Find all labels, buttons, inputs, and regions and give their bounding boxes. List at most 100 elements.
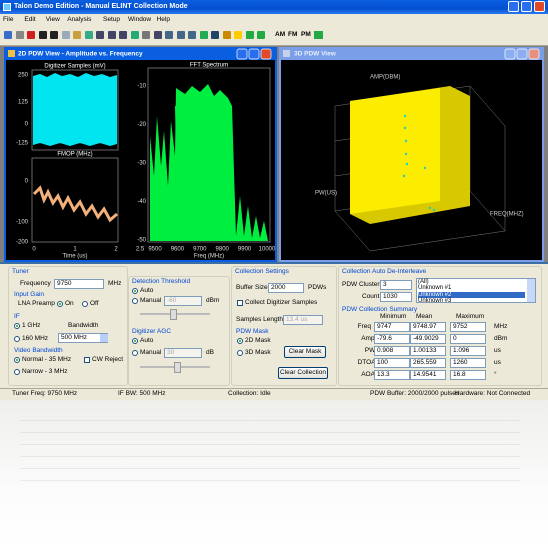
checkbox[interactable] bbox=[84, 357, 90, 363]
toolbar-button[interactable] bbox=[61, 31, 70, 39]
checkbox[interactable] bbox=[237, 300, 243, 306]
summary-value: 14.9541 bbox=[410, 370, 446, 380]
list-item[interactable]: Unknown #2 bbox=[418, 291, 525, 298]
clusters-input[interactable]: 3 bbox=[380, 280, 412, 290]
frequency-input[interactable]: 9750 bbox=[54, 279, 104, 289]
close-button[interactable] bbox=[528, 48, 540, 60]
x-tick-label: 2.5 bbox=[136, 247, 145, 253]
status-item[interactable]: Collection: Idle bbox=[228, 390, 271, 397]
cluster-list[interactable] bbox=[416, 278, 536, 303]
summary-value: 0 bbox=[450, 334, 486, 344]
toolbar-button[interactable] bbox=[130, 31, 139, 39]
toolbar-button[interactable] bbox=[84, 31, 93, 39]
menu-item[interactable]: Window bbox=[128, 16, 152, 23]
status-item[interactable]: IF BW: 500 MHz bbox=[118, 390, 166, 397]
scrollbar bbox=[527, 279, 535, 302]
toolbar-button[interactable] bbox=[96, 31, 104, 39]
detection-group bbox=[128, 276, 230, 386]
toolbar-button[interactable]: PM bbox=[301, 31, 311, 38]
toolbar-button[interactable] bbox=[73, 31, 81, 39]
toolbar-button[interactable]: FM bbox=[288, 31, 298, 38]
toolbar-button[interactable] bbox=[142, 31, 150, 39]
toolbar-button[interactable] bbox=[188, 31, 196, 39]
toolbar-button[interactable] bbox=[211, 31, 219, 39]
minimize-button[interactable] bbox=[508, 1, 519, 12]
toolbar-button[interactable] bbox=[176, 31, 185, 39]
toolbar-button[interactable] bbox=[4, 31, 12, 39]
slider-thumb[interactable] bbox=[170, 309, 177, 320]
toolbar-button[interactable] bbox=[257, 31, 265, 39]
status-item[interactable]: PDW Buffer: 2000/2000 pulses bbox=[370, 390, 460, 397]
slider-thumb[interactable] bbox=[174, 362, 181, 373]
menu-item[interactable]: Setup bbox=[103, 16, 120, 23]
agc-input[interactable]: 30 bbox=[164, 348, 202, 358]
toolbar-button[interactable] bbox=[199, 31, 208, 39]
radio[interactable] bbox=[82, 301, 88, 307]
status-item[interactable]: Hardware: Not Connected bbox=[455, 390, 531, 397]
group-title: Collection Auto De-Interleave bbox=[342, 268, 427, 275]
toolbar-button[interactable] bbox=[27, 31, 35, 39]
close-button[interactable] bbox=[260, 48, 272, 60]
buffer-input[interactable]: 2000 bbox=[268, 283, 304, 293]
radio[interactable] bbox=[14, 369, 20, 375]
checkbox-label: Collect Digitizer Samples bbox=[245, 299, 318, 306]
list-item[interactable]: (All) bbox=[418, 279, 429, 285]
pdw-points bbox=[402, 114, 436, 212]
status-item[interactable]: Tuner Freq: 9750 MHz bbox=[12, 390, 78, 397]
toolbar-button[interactable] bbox=[107, 31, 116, 39]
row-label: Freq bbox=[357, 323, 371, 330]
plot-frame bbox=[31, 69, 119, 151]
unit: ° bbox=[494, 371, 497, 378]
radio-label: Off bbox=[90, 300, 99, 307]
mask-box-front bbox=[350, 88, 440, 214]
maximize-button[interactable] bbox=[516, 48, 528, 60]
window-title: Talon Demo Edition - Manual ELINT Collec… bbox=[14, 3, 188, 10]
radio[interactable] bbox=[237, 350, 243, 356]
toolbar-button[interactable] bbox=[38, 31, 47, 39]
minimize-button[interactable] bbox=[236, 48, 248, 60]
samples-select[interactable]: 13.4 us bbox=[283, 315, 323, 325]
radio[interactable] bbox=[57, 301, 63, 307]
radio[interactable] bbox=[132, 338, 138, 344]
radio[interactable] bbox=[14, 323, 20, 329]
toolbar-button[interactable] bbox=[165, 31, 173, 39]
menu-bar bbox=[0, 14, 548, 46]
toolbar-button[interactable] bbox=[153, 31, 162, 39]
menu-item[interactable]: File bbox=[3, 16, 14, 23]
toolbar-button[interactable] bbox=[245, 31, 254, 39]
radio[interactable] bbox=[14, 357, 20, 363]
toolbar-button[interactable] bbox=[234, 31, 242, 39]
column-header: Maximum bbox=[456, 313, 485, 320]
radio[interactable] bbox=[132, 298, 138, 304]
radio[interactable] bbox=[132, 288, 138, 294]
menu-item[interactable]: Analysis bbox=[67, 16, 92, 23]
count-input[interactable]: 1030 bbox=[380, 292, 412, 302]
menu-item[interactable]: Edit bbox=[24, 16, 36, 23]
toolbar-button[interactable]: AM bbox=[275, 31, 286, 38]
list-item[interactable]: Unknown #3 bbox=[418, 297, 452, 304]
minimize-button[interactable] bbox=[504, 48, 516, 60]
toolbar-button[interactable] bbox=[50, 31, 58, 39]
dropdown-arrow[interactable] bbox=[100, 334, 108, 342]
maximize-button[interactable] bbox=[521, 1, 532, 12]
column-header: Mean bbox=[416, 313, 433, 320]
toolbar-button[interactable] bbox=[222, 31, 231, 39]
close-button[interactable] bbox=[534, 1, 545, 12]
column-header: Minimum bbox=[380, 313, 407, 320]
menu-item[interactable]: View bbox=[45, 16, 60, 23]
summary-value: 1.096 bbox=[450, 346, 486, 356]
threshold-input[interactable]: -60 bbox=[164, 296, 202, 306]
radio[interactable] bbox=[14, 336, 20, 342]
y-tick-label: -10 bbox=[137, 84, 146, 90]
radio[interactable] bbox=[237, 338, 243, 344]
maximize-button[interactable] bbox=[248, 48, 260, 60]
clear-collection-button[interactable]: Clear Collection bbox=[278, 367, 328, 379]
menu-item[interactable]: Help bbox=[156, 16, 170, 23]
toolbar-button[interactable] bbox=[119, 31, 127, 39]
radio[interactable] bbox=[132, 350, 138, 356]
list-item[interactable]: Unknown #1 bbox=[418, 285, 452, 292]
clear-mask-button[interactable]: Clear Mask bbox=[284, 346, 326, 358]
toolbar-button[interactable] bbox=[15, 31, 24, 39]
group-title: PDW Mask bbox=[236, 328, 269, 335]
